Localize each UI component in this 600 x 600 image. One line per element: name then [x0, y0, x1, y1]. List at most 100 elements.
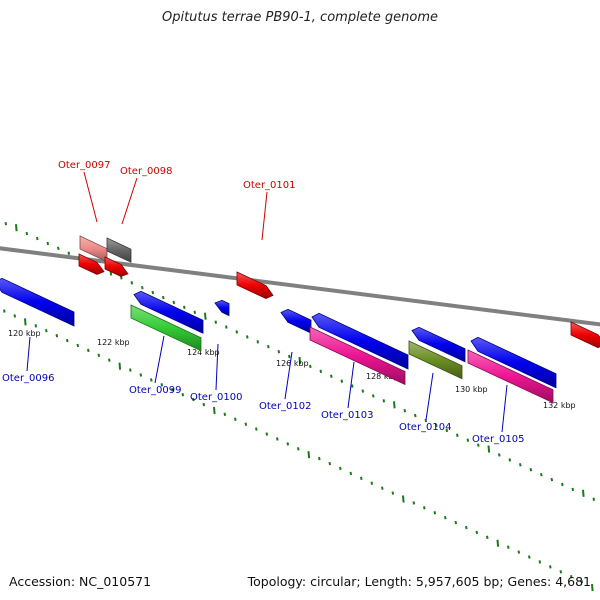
ruler-label: 130 kbp — [455, 385, 488, 394]
ruler-minor-tick — [66, 338, 69, 343]
ruler-label: 126 kbp — [276, 359, 309, 368]
ruler-major-tick — [213, 406, 216, 415]
gene-arrow-oter-0097 — [78, 253, 105, 275]
ruler-minor-tick — [381, 486, 384, 490]
gene-box-oter-0103 — [309, 326, 406, 386]
ruler-minor-tick — [540, 472, 543, 477]
ruler-minor-tick — [561, 482, 564, 487]
ruler-minor-tick — [403, 408, 407, 413]
ruler-minor-tick — [3, 309, 6, 313]
ruler-minor-tick — [360, 476, 363, 481]
ruler-minor-tick — [214, 320, 218, 324]
genome-summary-text: Topology: circular; Length: 5,957,605 bp… — [247, 574, 591, 589]
label-leader-line — [261, 191, 268, 241]
gene-label: Oter_0102 — [259, 401, 312, 412]
ruler-minor-tick — [340, 379, 344, 383]
ruler-minor-tick — [507, 545, 510, 549]
gene-arrow-edge — [570, 321, 600, 349]
label-leader-line — [501, 384, 508, 433]
label-leader-line — [284, 351, 293, 400]
label-leader-line — [215, 343, 219, 391]
ruler-major-tick — [582, 489, 585, 497]
ruler-minor-tick — [571, 487, 575, 492]
gene-arrow-oter-0102 — [280, 308, 312, 334]
gene-label: Oter_0104 — [399, 422, 452, 433]
ruler-minor-tick — [456, 433, 459, 437]
ruler-minor-tick — [265, 432, 269, 436]
gene-arrow-oter-0099 — [133, 290, 204, 334]
ruler-minor-tick — [498, 453, 501, 457]
ruler-minor-tick — [370, 481, 374, 485]
gene-label: Oter_0099 — [129, 385, 182, 396]
ruler-minor-tick — [36, 236, 39, 241]
ruler-minor-tick — [139, 373, 143, 377]
ruler-minor-tick — [529, 468, 533, 472]
label-leader-line — [154, 335, 165, 384]
ruler-minor-tick — [580, 579, 584, 584]
ruler-minor-tick — [466, 438, 470, 442]
ruler-minor-tick — [319, 369, 323, 374]
ruler-minor-tick — [372, 394, 375, 398]
label-leader-line — [26, 336, 31, 372]
ruler-minor-tick — [162, 295, 165, 300]
ruler-major-tick — [393, 401, 396, 409]
ruler-minor-tick — [150, 378, 153, 382]
ruler-minor-tick — [423, 506, 426, 510]
gene-arrow-oter-0096 — [0, 277, 75, 327]
ruler-minor-tick — [286, 442, 290, 446]
ruler-minor-tick — [444, 515, 447, 520]
ruler-minor-tick — [246, 335, 249, 339]
ruler-minor-tick — [57, 246, 60, 251]
ruler-minor-tick — [517, 550, 521, 554]
ruler-major-tick — [487, 445, 491, 453]
gene-label: Oter_0105 — [472, 434, 525, 445]
ruler-minor-tick — [433, 511, 437, 515]
ruler-minor-tick — [25, 231, 29, 236]
gene-box-oter-0105 — [467, 349, 554, 404]
label-leader-line — [121, 177, 138, 225]
label-leader-line — [425, 372, 434, 421]
ruler-minor-tick — [130, 281, 134, 285]
ruler-major-tick — [496, 539, 500, 547]
genome-title: Opitutus terrae PB90-1, complete genome — [161, 10, 439, 25]
gene-label: Oter_0100 — [190, 392, 243, 403]
ruler-minor-tick — [309, 364, 312, 369]
gene-arrow-oter-0101 — [236, 271, 274, 300]
ruler-minor-tick — [45, 329, 48, 333]
ruler-minor-tick — [234, 417, 237, 421]
ruler-minor-tick — [255, 427, 258, 431]
ruler-minor-tick — [171, 388, 174, 392]
ruler-minor-tick — [108, 358, 111, 362]
ruler-minor-tick — [97, 353, 101, 358]
ruler-minor-tick — [141, 285, 144, 290]
ruler-minor-tick — [508, 458, 512, 462]
label-leader-line — [347, 361, 355, 409]
genome-backbone — [0, 246, 600, 327]
ruler-minor-tick — [454, 520, 458, 525]
ruler-minor-tick — [76, 343, 80, 348]
ruler-minor-tick — [267, 345, 270, 349]
ruler-minor-tick — [160, 383, 164, 387]
gene-arrow-oter-0103 — [311, 312, 409, 370]
ruler-minor-tick — [465, 525, 468, 530]
ruler-major-tick — [402, 495, 405, 503]
ruler-minor-tick — [225, 325, 228, 329]
ruler-minor-tick — [256, 340, 260, 344]
gene-arrow-oter-0104 — [411, 326, 466, 363]
ruler-minor-tick — [328, 461, 332, 466]
ruler-minor-tick — [519, 463, 522, 467]
gene-label: Oter_0096 — [2, 373, 55, 384]
ruler-minor-tick — [192, 397, 195, 402]
ruler-label: 128 kbp — [366, 372, 399, 381]
ruler-label: 122 kbp — [97, 338, 130, 347]
gene-label: Oter_0103 — [321, 410, 374, 421]
ruler-minor-tick — [297, 447, 300, 451]
gene-arrow-oter-0105 — [470, 336, 557, 389]
ruler-minor-tick — [550, 477, 554, 482]
ruler-minor-tick — [276, 437, 279, 441]
ruler-major-tick — [298, 356, 302, 365]
ruler-minor-tick — [382, 399, 386, 403]
ruler-minor-tick — [318, 456, 321, 461]
gene-label: Oter_0101 — [243, 180, 296, 191]
